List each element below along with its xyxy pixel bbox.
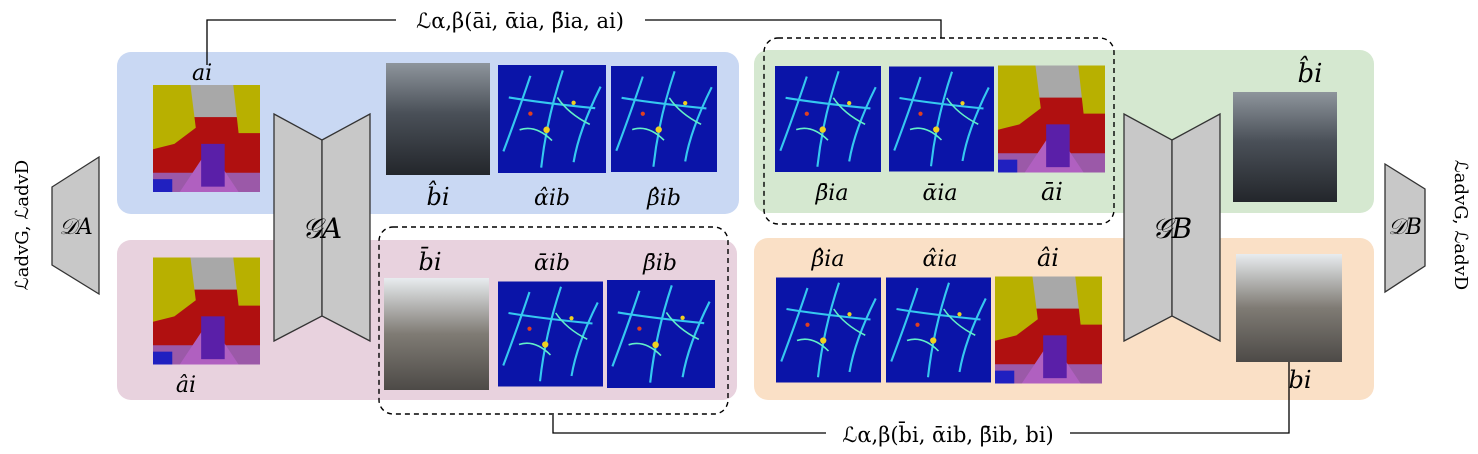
heatmap-beta-bar-b [607, 278, 715, 390]
bottom-loss-connector-right [1070, 362, 1290, 434]
left-adv-loss: ℒadvG, ℒadvD [12, 160, 33, 290]
photo-b-i [1236, 254, 1342, 362]
top-loss-connector-right [645, 19, 942, 38]
photo-b-hat-right [1233, 92, 1337, 202]
bottom-loss-label: ℒα,β(b̄i, ᾱib, β̄ib, bi) [842, 421, 1054, 447]
label-b-hat-top: b̂i [426, 180, 449, 211]
generator-b-label: 𝒢B [1152, 212, 1193, 245]
heatmap-alpha-bar-a [889, 65, 994, 173]
discriminator-a-label: 𝒟A [59, 215, 92, 240]
label-a-i: ai [192, 61, 212, 86]
label-b-i: bi [1288, 366, 1311, 394]
discriminator-b [1384, 162, 1426, 294]
label-beta-hat-b: β̂ib [646, 186, 681, 211]
segmap-a-bar [998, 65, 1105, 173]
label-beta-bar-a: β̄ia [815, 181, 849, 206]
heatmap-beta-hat-a [776, 276, 881, 384]
dashed-group-bbar [378, 226, 729, 415]
generator-b-right [1171, 112, 1221, 343]
bottom-loss-connector [552, 415, 826, 434]
segmap-a-hat-right [995, 276, 1102, 384]
segmap-a-hat-left [153, 257, 260, 365]
label-b-hat-right: b̂i [1298, 55, 1323, 89]
generator-a-right [321, 112, 371, 343]
label-a-hat-left: âi [176, 373, 196, 398]
label-a-hat-right: âi [1037, 244, 1059, 272]
segmap-a-i [153, 85, 260, 192]
discriminator-a [51, 155, 100, 296]
label-beta-hat-a: β̂ia [811, 247, 845, 272]
heatmap-alpha-bar-b [498, 280, 603, 388]
label-a-bar: āi [1041, 178, 1063, 206]
right-adv-loss: ℒadvG, ℒadvD [1450, 160, 1471, 290]
discriminator-b-label: 𝒟B [1388, 215, 1422, 240]
generator-a-label: 𝒢A [302, 212, 342, 245]
heatmap-beta-hat-b [611, 64, 717, 174]
label-alpha-hat-b: α̂ib [534, 186, 570, 211]
top-loss-label: ℒα,β(āi, ᾱia, β̄ia, ai) [416, 9, 624, 33]
heatmap-beta-bar-a [775, 64, 881, 174]
dashed-group-abar [763, 37, 1115, 225]
heatmap-alpha-hat-b [498, 63, 606, 175]
label-alpha-hat-a: α̂ia [922, 247, 957, 272]
label-alpha-bar-a: ᾱia [922, 181, 957, 206]
photo-b-hat-top [386, 63, 490, 175]
label-alpha-bar-b: ᾱib [534, 251, 570, 276]
photo-b-bar [384, 278, 489, 390]
heatmap-alpha-hat-a [886, 276, 991, 384]
label-b-bar: b̄i [418, 247, 441, 276]
label-beta-bar-b: β̄ib [642, 251, 677, 276]
top-loss-connector [206, 19, 396, 65]
